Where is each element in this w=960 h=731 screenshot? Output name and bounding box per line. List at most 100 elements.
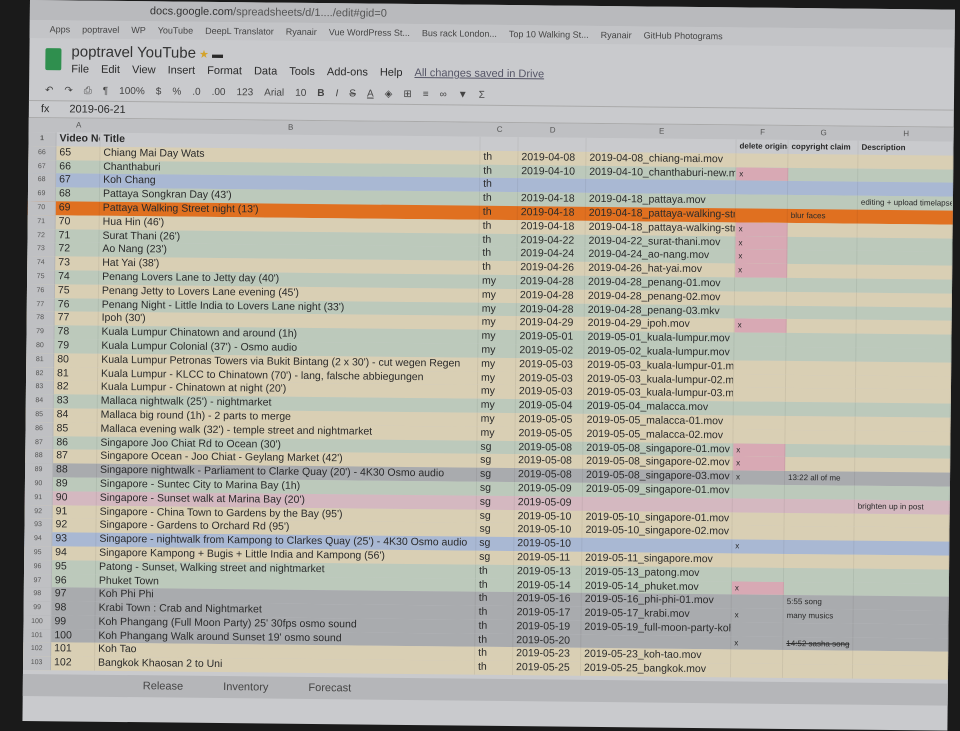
description-cell[interactable]: [856, 278, 953, 294]
country-cell[interactable]: sg: [476, 536, 515, 552]
description-cell[interactable]: [852, 664, 949, 680]
zoom-select[interactable]: 100%: [119, 85, 145, 97]
strikethrough-button[interactable]: S: [349, 87, 357, 99]
delete-original-cell[interactable]: x: [735, 263, 788, 278]
delete-original-cell[interactable]: x: [732, 539, 785, 554]
delete-original-cell[interactable]: x: [735, 222, 788, 237]
date-cell[interactable]: 2019-05-20: [513, 633, 582, 649]
country-cell[interactable]: my: [478, 288, 518, 303]
delete-original-cell[interactable]: x: [733, 456, 786, 472]
bookmark-item[interactable]: Top 10 Walking St...: [508, 29, 589, 40]
copyright-claim-cell[interactable]: [786, 305, 857, 321]
video-no-cell[interactable]: 99: [51, 615, 96, 630]
video-no-cell[interactable]: 97: [51, 587, 96, 602]
delete-original-cell[interactable]: [732, 525, 785, 541]
delete-original-cell[interactable]: [732, 553, 785, 568]
video-no-cell[interactable]: 81: [54, 366, 99, 382]
title-cell[interactable]: Bangkok Khaosan 2 to Uni: [94, 656, 476, 675]
row-number[interactable]: 89: [25, 463, 54, 478]
copyright-claim-cell[interactable]: [785, 457, 856, 472]
row-number[interactable]: 83: [25, 380, 55, 395]
copyright-claim-cell[interactable]: [783, 622, 854, 638]
video-no-cell[interactable]: 95: [51, 559, 97, 575]
copyright-claim-cell[interactable]: [786, 277, 858, 293]
row-number[interactable]: 93: [24, 518, 53, 533]
delete-original-cell[interactable]: x: [736, 166, 789, 182]
country-cell[interactable]: th: [475, 647, 514, 662]
delete-original-cell[interactable]: [730, 663, 784, 678]
country-cell[interactable]: th: [475, 605, 514, 620]
video-no-cell[interactable]: 67: [56, 173, 101, 188]
copyright-claim-cell[interactable]: many musics: [783, 609, 854, 624]
row-number[interactable]: 95: [24, 545, 53, 560]
copyright-claim-cell[interactable]: [784, 540, 855, 555]
bookmark-item[interactable]: Bus rack London...: [421, 28, 497, 39]
menu-format[interactable]: Format: [207, 64, 243, 78]
fill-color-icon[interactable]: ◈: [384, 88, 393, 100]
video-no-cell[interactable]: 94: [52, 546, 97, 561]
column-header[interactable]: F: [760, 127, 766, 137]
video-no-cell[interactable]: 79: [54, 339, 99, 354]
description-cell[interactable]: [855, 389, 951, 404]
date-cell[interactable]: 2019-05-10: [514, 537, 583, 552]
country-cell[interactable]: sg: [476, 523, 515, 538]
description-cell[interactable]: [857, 223, 953, 239]
video-no-cell[interactable]: 80: [54, 353, 99, 368]
description-cell[interactable]: [855, 416, 951, 432]
description-cell[interactable]: [854, 485, 950, 501]
video-no-cell[interactable]: 101: [51, 642, 96, 657]
copyright-claim-cell[interactable]: [785, 443, 856, 458]
date-cell[interactable]: 2019-05-05: [515, 413, 584, 428]
row-number[interactable]: 94: [24, 532, 53, 547]
copyright-claim-cell[interactable]: [786, 291, 857, 307]
filename-cell[interactable]: 2019-05-25_bangkok.mov: [580, 662, 732, 678]
column-header[interactable]: [29, 118, 57, 132]
copyright-claim-cell[interactable]: [787, 236, 858, 252]
row-number[interactable]: 86: [25, 421, 54, 436]
copyright-claim-cell[interactable]: 14:52 sasha song: [783, 636, 854, 652]
delete-original-cell[interactable]: x: [733, 442, 786, 458]
bold-button[interactable]: B: [317, 87, 325, 99]
row-number[interactable]: 67: [28, 159, 57, 174]
row-number[interactable]: 88: [25, 449, 54, 464]
video-no-cell[interactable]: 69: [55, 201, 100, 216]
copyright-claim-cell[interactable]: [783, 581, 854, 596]
row-number[interactable]: 102: [23, 642, 52, 657]
delete-original-cell[interactable]: x: [731, 636, 784, 651]
save-status[interactable]: All changes saved in Drive: [414, 67, 545, 81]
copyright-claim-cell[interactable]: [786, 319, 857, 334]
row-number[interactable]: 90: [24, 476, 54, 491]
date-cell[interactable]: 2019-05-05: [515, 426, 584, 442]
description-cell[interactable]: [854, 471, 951, 487]
description-cell[interactable]: [857, 237, 953, 253]
video-no-cell[interactable]: 75: [54, 284, 100, 299]
row-number[interactable]: 99: [23, 601, 52, 616]
copyright-claim-cell[interactable]: [785, 402, 856, 417]
date-cell[interactable]: 2019-04-29: [516, 316, 585, 331]
delete-original-cell[interactable]: [734, 332, 787, 347]
delete-original-cell[interactable]: [733, 387, 786, 403]
country-cell[interactable]: my: [478, 302, 517, 317]
video-no-cell[interactable]: 85: [53, 422, 98, 437]
copyright-claim-cell[interactable]: [784, 484, 855, 500]
country-cell[interactable]: th: [480, 164, 519, 179]
delete-original-cell[interactable]: [731, 567, 785, 582]
row-number[interactable]: 82: [26, 366, 55, 381]
delete-original-cell[interactable]: [735, 194, 788, 209]
menu-help[interactable]: Help: [379, 66, 403, 79]
delete-original-cell[interactable]: x: [735, 249, 788, 265]
delete-original-cell[interactable]: x: [731, 580, 784, 596]
copyright-claim-cell[interactable]: 5:55 song: [783, 595, 854, 610]
description-cell[interactable]: [858, 154, 954, 170]
description-cell[interactable]: brighten up in post: [854, 499, 950, 515]
column-header[interactable]: G: [820, 128, 827, 138]
description-cell[interactable]: [857, 209, 953, 225]
description-cell[interactable]: [856, 333, 952, 349]
video-no-cell[interactable]: 65: [56, 146, 101, 161]
country-cell[interactable]: sg: [476, 509, 515, 524]
undo-icon[interactable]: ↶: [44, 84, 54, 96]
link-icon[interactable]: ∞: [439, 88, 447, 100]
copyright-claim-cell[interactable]: 13:22 all of me: [784, 471, 856, 486]
date-cell[interactable]: 2019-04-24: [517, 247, 586, 263]
redo-icon[interactable]: ↷: [64, 84, 73, 96]
